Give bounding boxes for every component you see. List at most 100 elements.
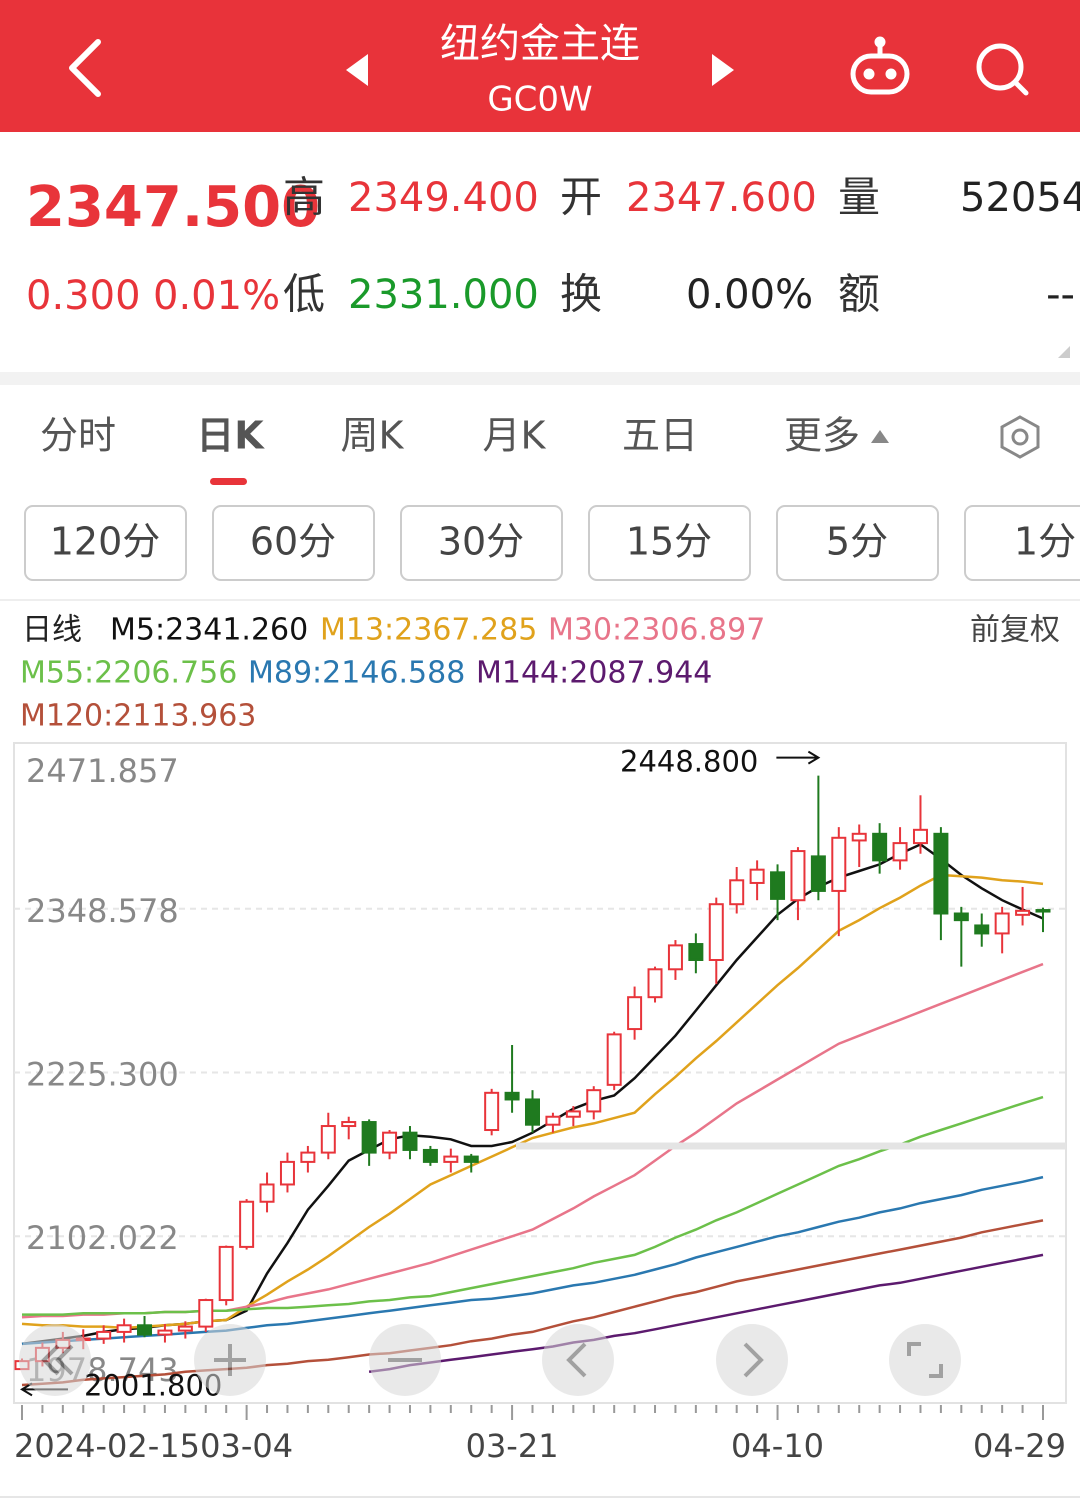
expand-corner[interactable]	[1058, 346, 1070, 358]
interval-button[interactable]	[776, 505, 939, 581]
candle-body	[463, 1155, 479, 1163]
interval-button[interactable]	[964, 505, 1080, 581]
field-value: 2347.600	[626, 175, 817, 221]
candle-body	[892, 842, 908, 862]
search-button[interactable]	[976, 43, 1029, 96]
candle-body	[218, 1245, 234, 1302]
tab[interactable]: 五日	[622, 414, 698, 458]
legend-entry: M30:2306.897	[548, 613, 765, 648]
candle-body	[606, 1033, 622, 1086]
interval-label[interactable]: 120分	[50, 520, 161, 564]
robot-button[interactable]	[850, 36, 910, 95]
candle-body	[729, 879, 745, 906]
last-price: 2347.500	[26, 175, 320, 240]
legend: M5:2341.260 M13:2367.285 M30:2306.897 M55:2…	[20, 613, 765, 734]
field-value: 2349.400	[348, 175, 539, 221]
interval-label[interactable]: 1分	[1014, 520, 1076, 564]
header-title: 纽约金主连	[440, 21, 640, 67]
period-tabs: 分时 日K 周K 月K 五日 更多	[40, 414, 889, 458]
candle-body	[688, 943, 704, 961]
x-tick-label: 2024-02-15	[14, 1427, 200, 1465]
tab[interactable]: 周K	[341, 414, 405, 458]
ma-line	[21, 1175, 1044, 1346]
ma-line	[21, 873, 1044, 1330]
field-label: 换	[560, 270, 602, 319]
candle-body	[525, 1098, 540, 1126]
candle-body	[157, 1329, 173, 1336]
field-value: 0.00%	[686, 272, 813, 318]
candle-body	[831, 836, 847, 892]
adjust-label: 前复权	[970, 613, 1060, 648]
x-tick-label: 03-21	[466, 1427, 559, 1465]
scroll-left-button[interactable]	[542, 1324, 614, 1396]
interval-label[interactable]: 60分	[250, 520, 336, 564]
candle-body	[198, 1299, 214, 1328]
tab[interactable]: 月K	[483, 414, 547, 458]
interval-button[interactable]	[24, 505, 187, 581]
zoom-in-button[interactable]	[194, 1324, 266, 1396]
tab[interactable]: 日K	[196, 414, 265, 458]
legend-entry: M55:2206.756	[20, 656, 237, 691]
quote-fields: 高 2349.400 开 2347.600 量 52054 低 2331.000 换 0.00% 额…	[283, 173, 1080, 319]
interval-button[interactable]	[212, 505, 375, 581]
candle-body	[974, 924, 990, 935]
candle-body	[810, 855, 826, 892]
candle-body	[627, 996, 643, 1031]
interval-button[interactable]	[588, 505, 751, 581]
interval-button[interactable]	[400, 505, 563, 581]
interval-label[interactable]: 15分	[626, 520, 712, 564]
candle-body	[239, 1200, 255, 1248]
legend-entry: M120:2113.963	[20, 699, 256, 734]
candle-body	[647, 968, 663, 999]
candle-body	[1015, 909, 1031, 916]
field-label: 低	[283, 270, 325, 319]
candle-body	[402, 1131, 418, 1151]
candle-body	[872, 832, 888, 862]
more-arrow[interactable]	[871, 430, 889, 443]
candle-body	[933, 832, 949, 915]
candle-body	[259, 1183, 275, 1203]
candle-body	[422, 1148, 438, 1163]
prev-contract[interactable]	[346, 54, 368, 86]
separator	[0, 372, 1080, 385]
rewind-button[interactable]	[19, 1324, 91, 1396]
back-button[interactable]	[69, 39, 101, 97]
tab[interactable]: 更多	[784, 414, 860, 458]
candle-body	[177, 1325, 193, 1332]
legend-entry: M13:2367.285	[320, 613, 537, 648]
field-label: 量	[838, 173, 880, 222]
legend-entry: M89:2146.588	[248, 656, 465, 691]
next-contract[interactable]	[712, 54, 734, 86]
candle-body	[708, 903, 724, 961]
candle-body	[586, 1089, 602, 1113]
fullscreen-button[interactable]	[889, 1324, 961, 1396]
candle-body	[137, 1324, 153, 1336]
candle-body	[851, 832, 867, 842]
ma-line	[368, 1253, 1044, 1374]
candle-body	[361, 1121, 377, 1154]
interval-label[interactable]: 5分	[826, 520, 888, 564]
candle-body	[565, 1110, 581, 1118]
candle-body	[341, 1121, 357, 1128]
field-value: --	[1046, 272, 1075, 318]
x-tick-label: 04-10	[731, 1427, 824, 1465]
tab[interactable]: 分时	[40, 414, 116, 458]
candle-body	[912, 828, 928, 845]
high-arrow	[776, 750, 821, 765]
chart-controls	[19, 1324, 961, 1396]
candle-body	[320, 1125, 336, 1154]
header-code: GC0W	[487, 80, 592, 120]
interval-label[interactable]: 30分	[438, 520, 524, 564]
ma-line	[22, 1095, 1044, 1316]
candle-body	[96, 1330, 112, 1340]
settings-button[interactable]	[1000, 415, 1040, 459]
scroll-right-button[interactable]	[716, 1324, 788, 1396]
x-tick-label: 04-29	[973, 1427, 1066, 1465]
candle-body	[749, 868, 765, 884]
zoom-out-button[interactable]	[369, 1324, 441, 1396]
y-tick-label: 2225.300	[26, 1056, 179, 1094]
candle-body	[790, 850, 806, 902]
high-annotation: 2448.800	[620, 745, 758, 779]
